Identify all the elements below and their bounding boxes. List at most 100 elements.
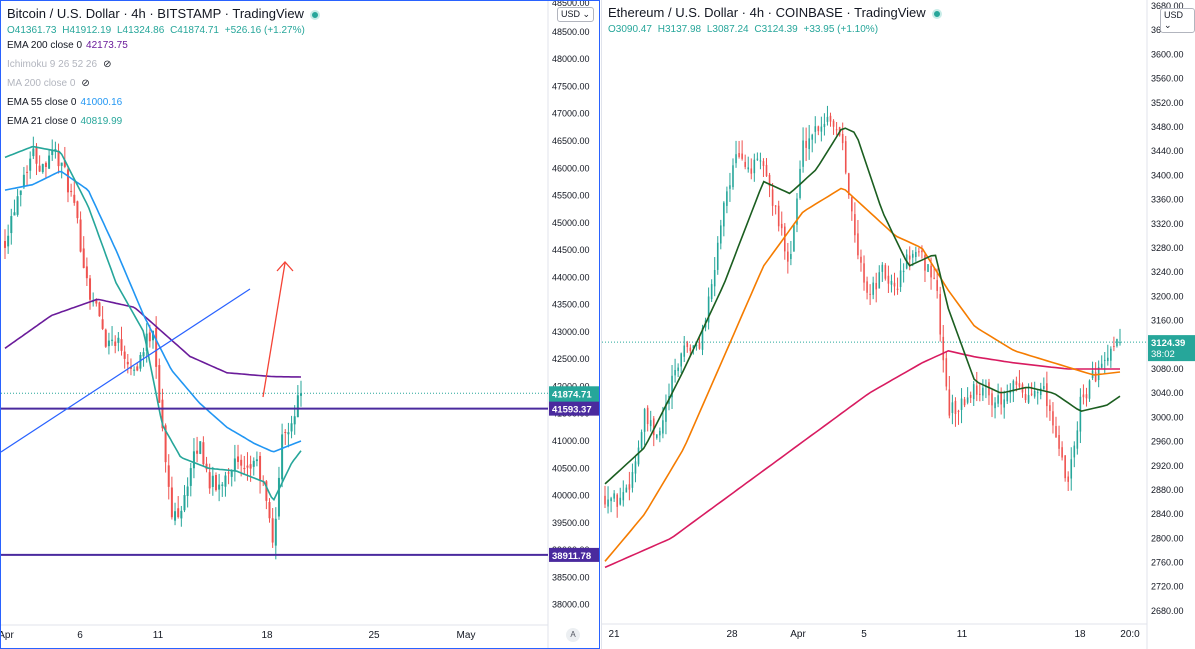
ma-line: [604, 127, 1121, 485]
candle-body: [729, 185, 731, 189]
indicator-2[interactable]: MA 200 close 0 ⊘: [7, 78, 90, 89]
candle-body: [98, 302, 101, 317]
y-tick-label: 3280.00: [1151, 243, 1184, 253]
candle-body: [1036, 392, 1039, 394]
candle-body: [997, 395, 999, 404]
btc-chart-canvas[interactable]: 38000.0038500.0039000.0039500.0040000.00…: [1, 1, 600, 649]
auto-scale-button[interactable]: A: [566, 628, 580, 642]
candle-body: [826, 116, 829, 122]
candle-body: [265, 481, 268, 501]
candle-body: [1103, 359, 1106, 361]
candle-body: [199, 441, 202, 454]
y-tick-label: 3040.00: [1151, 388, 1184, 398]
y-tick-label: 43500.00: [552, 300, 590, 310]
candle-body: [957, 410, 960, 413]
candle-body: [662, 420, 664, 434]
candle-body: [835, 129, 838, 131]
candle-body: [936, 280, 938, 291]
candle-body: [829, 115, 832, 122]
candle-body: [680, 353, 682, 367]
eth-chart-title: Ethereum / U.S. Dollar · 4h · COINBASE ·…: [608, 5, 942, 20]
candle-body: [167, 465, 170, 487]
candle-body: [911, 253, 914, 258]
candle-body: [893, 282, 896, 287]
candle-body: [951, 402, 954, 414]
candle-body: [70, 190, 73, 193]
btc-chart-panel[interactable]: 38000.0038500.0039000.0039500.0040000.00…: [0, 0, 600, 649]
eth-chart-panel[interactable]: 2680.00 2720.00 2760.00 2800.00 2840.00 2880.…: [601, 0, 1195, 649]
candle-body: [252, 460, 255, 467]
candle-body: [750, 168, 753, 174]
candle-body: [1012, 380, 1015, 393]
candle-body: [123, 351, 126, 359]
y-tick-label: 2840.00: [1151, 509, 1184, 519]
candle-body: [76, 201, 79, 219]
candle-body: [674, 369, 676, 376]
candle-body: [741, 153, 743, 159]
projection-arrow-line: [262, 262, 286, 398]
indicator-0[interactable]: EMA 200 close 0 42173.75: [7, 40, 128, 51]
candle-body: [271, 518, 274, 543]
candle-body: [196, 450, 199, 454]
candle-body: [136, 366, 139, 371]
candle-body: [243, 467, 246, 470]
candle-body: [890, 280, 893, 285]
candle-body: [787, 251, 789, 262]
candle-body: [832, 120, 835, 127]
y-tick-label: 47000.00: [552, 109, 590, 119]
candle-body: [117, 337, 120, 343]
candle-body: [924, 255, 926, 271]
candle-body: [1055, 426, 1057, 438]
candle-body: [54, 149, 57, 152]
candle-body: [1067, 476, 1069, 482]
candle-body: [237, 456, 240, 462]
candle-body: [695, 344, 698, 346]
btc-currency-select[interactable]: USD ⌄: [557, 7, 595, 22]
candle-body: [101, 319, 104, 329]
candle-body: [692, 345, 695, 349]
candle-body: [246, 465, 249, 468]
candle-body: [1052, 411, 1054, 426]
candle-body: [713, 270, 716, 287]
candle-body: [875, 282, 878, 290]
x-tick-label: 18: [261, 630, 273, 641]
indicator-3[interactable]: EMA 55 close 0 41000.16: [7, 97, 122, 108]
candle-body: [814, 126, 817, 132]
y-tick-label: 3160.00: [1151, 316, 1184, 326]
market-status-icon: [931, 8, 942, 19]
candle-body: [1116, 339, 1118, 347]
indicator-4[interactable]: EMA 21 close 0 40819.99: [7, 116, 122, 127]
eye-crossed-icon[interactable]: ⊘: [81, 78, 90, 89]
x-tick-label: May: [457, 630, 476, 641]
chevron-down-icon: ⌄: [582, 9, 591, 19]
y-tick-label: 3320.00: [1151, 219, 1184, 229]
candle-body: [158, 365, 161, 403]
candle-body: [1003, 399, 1006, 408]
candle-body: [22, 174, 25, 188]
candle-body: [1070, 459, 1073, 479]
eth-chart-canvas[interactable]: 2680.00 2720.00 2760.00 2800.00 2840.00 2880.…: [602, 0, 1195, 649]
y-tick-label: 44000.00: [552, 272, 590, 282]
candle-body: [120, 339, 123, 351]
candle-body: [854, 214, 856, 236]
candle-body: [646, 407, 649, 425]
eye-crossed-icon[interactable]: ⊘: [103, 59, 112, 70]
candle-body: [129, 367, 132, 369]
y-tick-label: 38500.00: [552, 572, 590, 582]
y-tick-label: 2680.00: [1151, 606, 1184, 616]
candle-body: [259, 455, 262, 480]
y-tick-label: 2760.00: [1151, 558, 1184, 568]
candle-body: [44, 162, 47, 167]
candle-body: [908, 255, 911, 260]
candle-body: [1088, 380, 1091, 399]
indicator-1[interactable]: Ichimoku 9 26 52 26 ⊘: [7, 59, 111, 70]
x-tick-label: Apr: [1, 630, 14, 641]
eth-currency-select[interactable]: USD ⌄: [1160, 8, 1195, 33]
candle-body: [979, 393, 981, 395]
y-tick-label: 48500.00: [552, 27, 590, 37]
candle-body: [89, 278, 92, 300]
candle-body: [649, 420, 652, 427]
candle-body: [152, 330, 154, 341]
y-tick-label: 3400.00: [1151, 170, 1184, 180]
y-tick-label: 41000.00: [552, 436, 590, 446]
